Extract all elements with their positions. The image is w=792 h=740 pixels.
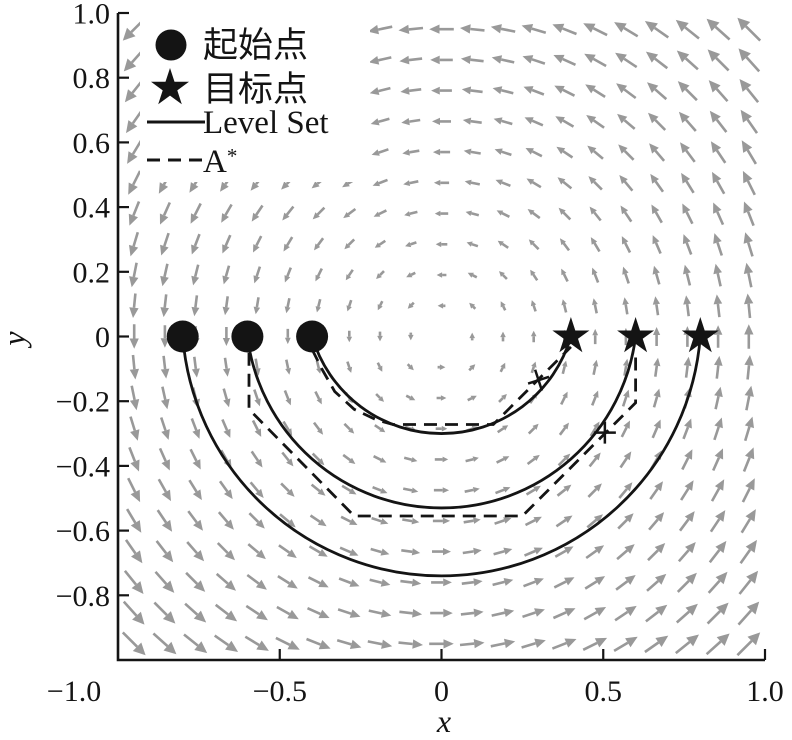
axes xyxy=(116,11,767,662)
astar-trajectory xyxy=(310,345,572,426)
legend-label-level-set: Level Set xyxy=(203,105,329,141)
solid-line-icon xyxy=(147,120,205,124)
axis-spines xyxy=(116,13,765,662)
legend: 起始点 目标点 Level Set A* xyxy=(140,10,370,182)
legend-label-start: 起始点 xyxy=(203,26,309,65)
y-axis-title: y xyxy=(0,319,33,359)
legend-item-astar: A* xyxy=(140,144,370,182)
astar-paths xyxy=(247,345,637,518)
legend-item-start-point: 起始点 xyxy=(140,22,370,68)
goal-point-marker xyxy=(552,317,590,353)
y-tick-label: −0.6 xyxy=(56,515,110,548)
x-axis-title: x xyxy=(436,703,452,739)
y-tick-label: 0 xyxy=(95,321,110,354)
level-set-paths xyxy=(181,336,702,578)
y-tick-label: 0.2 xyxy=(73,256,111,289)
y-tick-label: 1.0 xyxy=(73,0,111,31)
y-tick-label: −0.2 xyxy=(56,386,110,419)
level-set-trajectory xyxy=(310,336,573,435)
tick-labels: 1.0 0.8 0.6 0.4 0.2 0 −0.2 −0.4 −0.6 −0.8 −1.0 −0.5… xyxy=(47,0,784,708)
start-markers xyxy=(166,320,329,353)
y-tick-label: −0.8 xyxy=(56,580,110,613)
y-tick-label: 0.6 xyxy=(73,127,111,160)
goal-point-marker xyxy=(681,317,719,353)
waypoint-cross-marker xyxy=(527,369,550,392)
start-point-marker xyxy=(231,320,264,353)
cross-markers xyxy=(527,369,616,444)
waypoint-cross-marker xyxy=(593,421,616,444)
goal-markers xyxy=(552,317,719,353)
goal-point-marker xyxy=(617,317,655,353)
x-tick-label: −1.0 xyxy=(47,675,101,708)
legend-item-goal-point: 目标点 xyxy=(140,64,370,110)
start-point-circle-icon xyxy=(155,29,187,61)
goal-point-star-icon xyxy=(151,68,189,105)
dashed-line-icon xyxy=(147,158,205,162)
y-tick-label: 0.4 xyxy=(73,192,111,225)
x-tick-label: 0 xyxy=(434,675,449,708)
legend-item-level-set: Level Set xyxy=(140,107,370,143)
level-set-trajectory xyxy=(181,336,702,578)
y-tick-label: 0.8 xyxy=(73,62,111,95)
start-point-marker xyxy=(296,320,329,353)
x-tick-label: 1.0 xyxy=(746,675,784,708)
x-tick-label: 0.5 xyxy=(584,675,622,708)
astar-trajectory xyxy=(247,352,637,518)
legend-label-goal: 目标点 xyxy=(203,70,309,109)
y-tick-label: −0.4 xyxy=(56,450,110,483)
x-tick-label: −0.5 xyxy=(253,675,307,708)
astar-superscript: * xyxy=(226,144,238,168)
legend-label-astar: A* xyxy=(203,144,238,180)
level-set-trajectory xyxy=(246,336,637,510)
start-point-marker xyxy=(166,320,199,353)
